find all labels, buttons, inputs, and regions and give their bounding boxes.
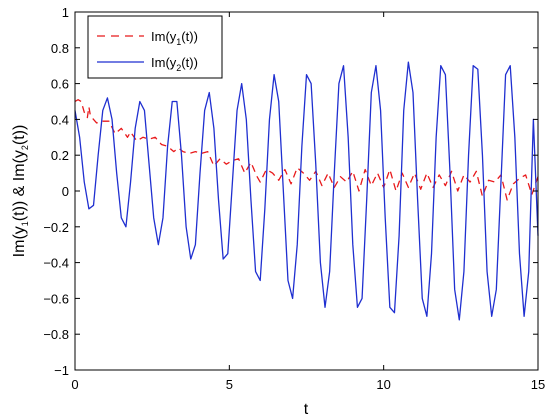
x-tick-label: 5 bbox=[226, 377, 233, 392]
legend-label-series-2-pre: Im(y bbox=[151, 55, 177, 70]
y-tick-label: 0.8 bbox=[51, 41, 69, 56]
series-layer bbox=[74, 61, 539, 321]
y-tick-label: −0.8 bbox=[43, 327, 69, 342]
y-tick-label: −0.4 bbox=[43, 256, 69, 271]
legend: Im(y1(t)) Im(y2(t)) bbox=[87, 15, 223, 79]
y-tick-label: 0.2 bbox=[51, 148, 69, 163]
y-tick-label: 0 bbox=[62, 184, 69, 199]
y-axis-label: Im(y1(t)) & Im(y2(t)) bbox=[11, 125, 30, 258]
y-axis-label-a-sub: 1 bbox=[20, 221, 30, 226]
x-tick-label: 10 bbox=[376, 377, 390, 392]
y-axis-label-c: (t)) bbox=[11, 125, 28, 145]
y-axis-label-b-sub: 2 bbox=[20, 145, 30, 150]
legend-label-series-2-sub: 2 bbox=[176, 63, 181, 73]
legend-box bbox=[87, 15, 223, 79]
y-tick-label: −1 bbox=[54, 363, 69, 378]
y-axis-label-a: Im(y bbox=[11, 226, 28, 257]
legend-label-series-2-post: (t)) bbox=[181, 55, 198, 70]
series-line-1 bbox=[74, 99, 539, 201]
y-tick-label: 1 bbox=[62, 5, 69, 20]
x-tick-label: 15 bbox=[531, 377, 545, 392]
y-tick-label: −0.6 bbox=[43, 291, 69, 306]
y-tick-label: −0.2 bbox=[43, 220, 69, 235]
legend-label-series-1-pre: Im(y bbox=[151, 29, 177, 44]
y-tick-label: 0.6 bbox=[51, 77, 69, 92]
tick-layer: 0 5 10 15 −1 −0.8 −0.6 −0.4 −0.2 0 0.2 0.4 0.6 0.8 1 bbox=[43, 5, 545, 392]
series-line-2 bbox=[74, 61, 539, 321]
legend-label-series-1: Im(y1(t)) bbox=[151, 29, 198, 47]
x-axis-label: t bbox=[304, 401, 309, 418]
y-tick-label: 0.4 bbox=[51, 112, 69, 127]
x-tick-label: 0 bbox=[71, 377, 78, 392]
legend-label-series-1-post: (t)) bbox=[181, 29, 198, 44]
plot-frame bbox=[74, 11, 539, 371]
y-axis-label-b: (t)) & Im(y bbox=[11, 150, 28, 221]
legend-label-series-1-sub: 1 bbox=[176, 37, 181, 47]
legend-label-series-2: Im(y2(t)) bbox=[151, 55, 198, 73]
